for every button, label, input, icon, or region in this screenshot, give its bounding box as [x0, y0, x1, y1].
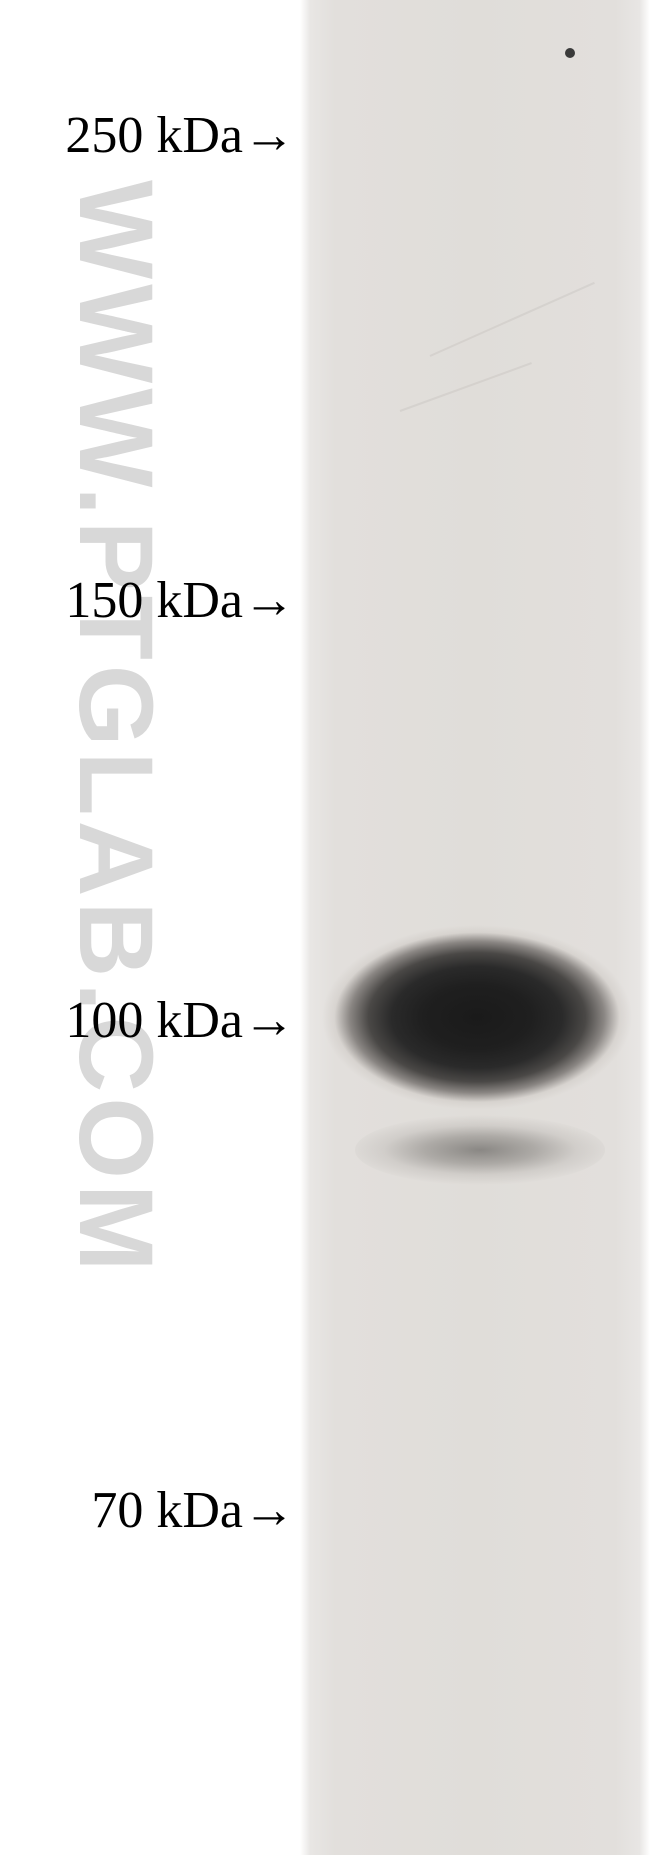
marker-value-100: 100 kDa — [65, 992, 243, 1049]
scratch-artifact-2 — [400, 362, 532, 412]
marker-100kda: 100 kDa→ — [65, 990, 295, 1050]
watermark-text: WWW.PTGLAB.COM — [55, 180, 175, 1276]
watermark-container: WWW.PTGLAB.COM — [115, 180, 235, 1680]
marker-150kda: 150 kDa→ — [65, 570, 295, 630]
arrow-icon: → — [243, 1480, 295, 1540]
arrow-icon: → — [243, 105, 295, 165]
gel-lane — [300, 0, 650, 1855]
blot-figure: WWW.PTGLAB.COM 250 kDa→ 150 kDa→ 100 kDa… — [0, 0, 650, 1855]
scratch-artifact-1 — [430, 282, 595, 357]
primary-band-100kda — [322, 925, 632, 1130]
arrow-icon: → — [243, 990, 295, 1050]
marker-value-250: 250 kDa — [65, 107, 243, 164]
arrow-icon: → — [243, 570, 295, 630]
marker-70kda: 70 kDa→ — [91, 1480, 295, 1540]
marker-value-70: 70 kDa — [91, 1482, 243, 1539]
artifact-speck — [565, 48, 575, 58]
marker-value-150: 150 kDa — [65, 572, 243, 629]
secondary-band — [355, 1115, 605, 1185]
marker-250kda: 250 kDa→ — [65, 105, 295, 165]
